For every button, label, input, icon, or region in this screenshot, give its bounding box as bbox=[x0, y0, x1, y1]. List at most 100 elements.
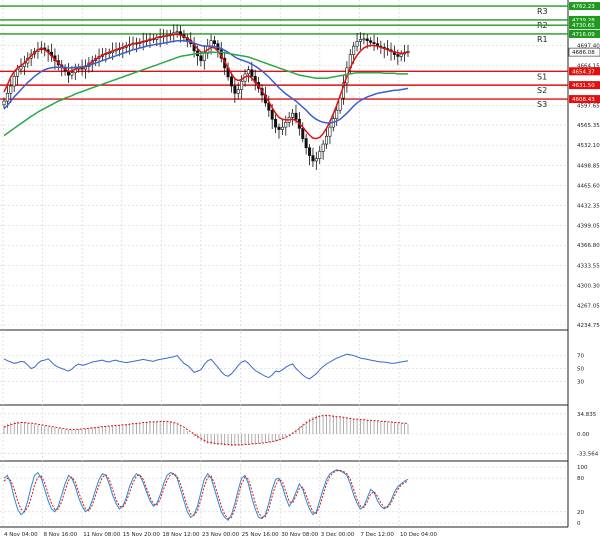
candle-body bbox=[358, 39, 362, 42]
candle-body bbox=[5, 92, 9, 102]
candle-body bbox=[16, 68, 20, 77]
time-axis-label: 8 Nov 16:00 bbox=[44, 532, 78, 538]
level-price-label: 4631.50 bbox=[572, 83, 595, 89]
candle-body bbox=[9, 85, 13, 94]
price-tick-label: 4267.05 bbox=[577, 303, 600, 309]
macd-tick-label: -33.564 bbox=[577, 451, 599, 457]
macd-tick-label: 34.835 bbox=[577, 412, 597, 418]
candle-body bbox=[308, 147, 312, 156]
candle-body bbox=[311, 155, 315, 162]
candle-body bbox=[301, 128, 305, 139]
candle-body bbox=[325, 135, 329, 145]
level-price-badge bbox=[569, 2, 600, 11]
candle-body bbox=[294, 112, 298, 120]
level-price-label: 4739.28 bbox=[572, 18, 595, 24]
rsi-line bbox=[3, 353, 409, 380]
candle-body bbox=[355, 40, 359, 47]
candle-body bbox=[229, 76, 233, 87]
candle-body bbox=[202, 53, 206, 61]
price-tick-label: 4300.30 bbox=[577, 283, 600, 289]
time-axis-label: 10 Dec 04:00 bbox=[400, 532, 437, 538]
price-tick-label: 4399.05 bbox=[577, 224, 600, 230]
candle-body bbox=[246, 69, 250, 75]
level-price-badge bbox=[569, 21, 600, 30]
time-axis-label: 30 Nov 08:00 bbox=[281, 532, 319, 538]
candle-body bbox=[175, 31, 179, 34]
stochastic-tick-label: 20 bbox=[577, 510, 584, 516]
price-tick-label: 4565.35 bbox=[577, 123, 600, 129]
candle-body bbox=[274, 118, 278, 128]
rsi-tick-label: 50 bbox=[577, 367, 584, 373]
current-price-badge bbox=[568, 47, 600, 57]
candle-body bbox=[209, 40, 213, 47]
price-tick-label: 4498.85 bbox=[577, 163, 600, 169]
time-axis-label: 15 Nov 20:00 bbox=[123, 532, 161, 538]
price-tick-label: 4697.40 bbox=[577, 43, 600, 49]
rsi-tick-label: 30 bbox=[577, 380, 584, 386]
candle-body bbox=[399, 53, 403, 57]
level-price-badge bbox=[569, 95, 600, 104]
stochastic-tick-label: 0 bbox=[577, 521, 581, 527]
candle-body bbox=[2, 100, 6, 106]
level-price-badge bbox=[569, 67, 600, 76]
macd-histogram bbox=[3, 414, 409, 447]
time-axis-label: 4 Nov 04:00 bbox=[4, 532, 38, 538]
macd-signal-line bbox=[3, 415, 409, 446]
price-tick-label: 4597.65 bbox=[577, 104, 600, 110]
candle-body bbox=[365, 38, 369, 41]
level-price-badge bbox=[569, 81, 600, 90]
price-tick-label: 4234.75 bbox=[577, 323, 600, 329]
candle-body bbox=[321, 143, 325, 152]
price-tick-label: 4432.35 bbox=[577, 204, 600, 210]
moving-average-line-1 bbox=[3, 33, 409, 140]
candle-body bbox=[280, 126, 284, 130]
candle-body bbox=[372, 42, 376, 44]
level-name-label: R3 bbox=[537, 7, 548, 16]
candle-body bbox=[396, 54, 400, 57]
stochastic-d-line bbox=[3, 469, 409, 520]
time-axis-label: 18 Nov 12:00 bbox=[162, 532, 200, 538]
candle-body bbox=[291, 112, 295, 118]
moving-average-line-3 bbox=[3, 51, 408, 137]
candle-body bbox=[250, 69, 254, 77]
price-tick-label: 4664.15 bbox=[577, 63, 600, 69]
level-name-label: S1 bbox=[537, 72, 547, 81]
price-tick-label: 4532.10 bbox=[577, 143, 600, 149]
candle-body bbox=[236, 89, 240, 94]
candle-body bbox=[212, 40, 216, 44]
price-tick-label: 4366.80 bbox=[577, 243, 600, 249]
candle-body bbox=[233, 85, 237, 94]
level-price-label: 4762.23 bbox=[572, 4, 595, 10]
level-name-label: S3 bbox=[537, 100, 547, 109]
level-price-label: 4716.09 bbox=[572, 32, 595, 38]
candle-body bbox=[318, 151, 322, 159]
level-name-label: S2 bbox=[537, 86, 547, 95]
candle-body bbox=[19, 66, 23, 70]
current-price-label: 4686.08 bbox=[572, 50, 595, 56]
macd-tick-label: 0.00 bbox=[577, 432, 590, 438]
time-axis-label: 23 Nov 00:00 bbox=[202, 532, 240, 538]
candle-body bbox=[338, 97, 342, 111]
level-price-badge bbox=[569, 15, 600, 24]
candle-body bbox=[277, 126, 281, 130]
candle-body bbox=[199, 55, 203, 61]
candle-body bbox=[12, 76, 16, 87]
time-axis-label: 3 Dec 00:00 bbox=[321, 532, 355, 538]
candle-body bbox=[352, 45, 356, 55]
stochastic-tick-label: 100 bbox=[577, 465, 588, 471]
price-tick-label: 4333.55 bbox=[577, 263, 600, 269]
moving-average-line-2 bbox=[3, 39, 409, 124]
candle-body bbox=[328, 126, 332, 137]
candle-body bbox=[304, 138, 308, 148]
candle-body bbox=[314, 158, 318, 162]
candle-body bbox=[335, 109, 339, 119]
level-price-label: 4730.65 bbox=[572, 23, 595, 29]
time-axis-label: 7 Dec 12:00 bbox=[360, 532, 394, 538]
stochastic-tick-label: 80 bbox=[577, 476, 584, 482]
time-axis-label: 25 Nov 16:00 bbox=[242, 532, 280, 538]
rsi-tick-label: 70 bbox=[577, 354, 584, 360]
level-price-label: 4654.37 bbox=[572, 69, 595, 75]
level-price-badge bbox=[569, 29, 600, 38]
